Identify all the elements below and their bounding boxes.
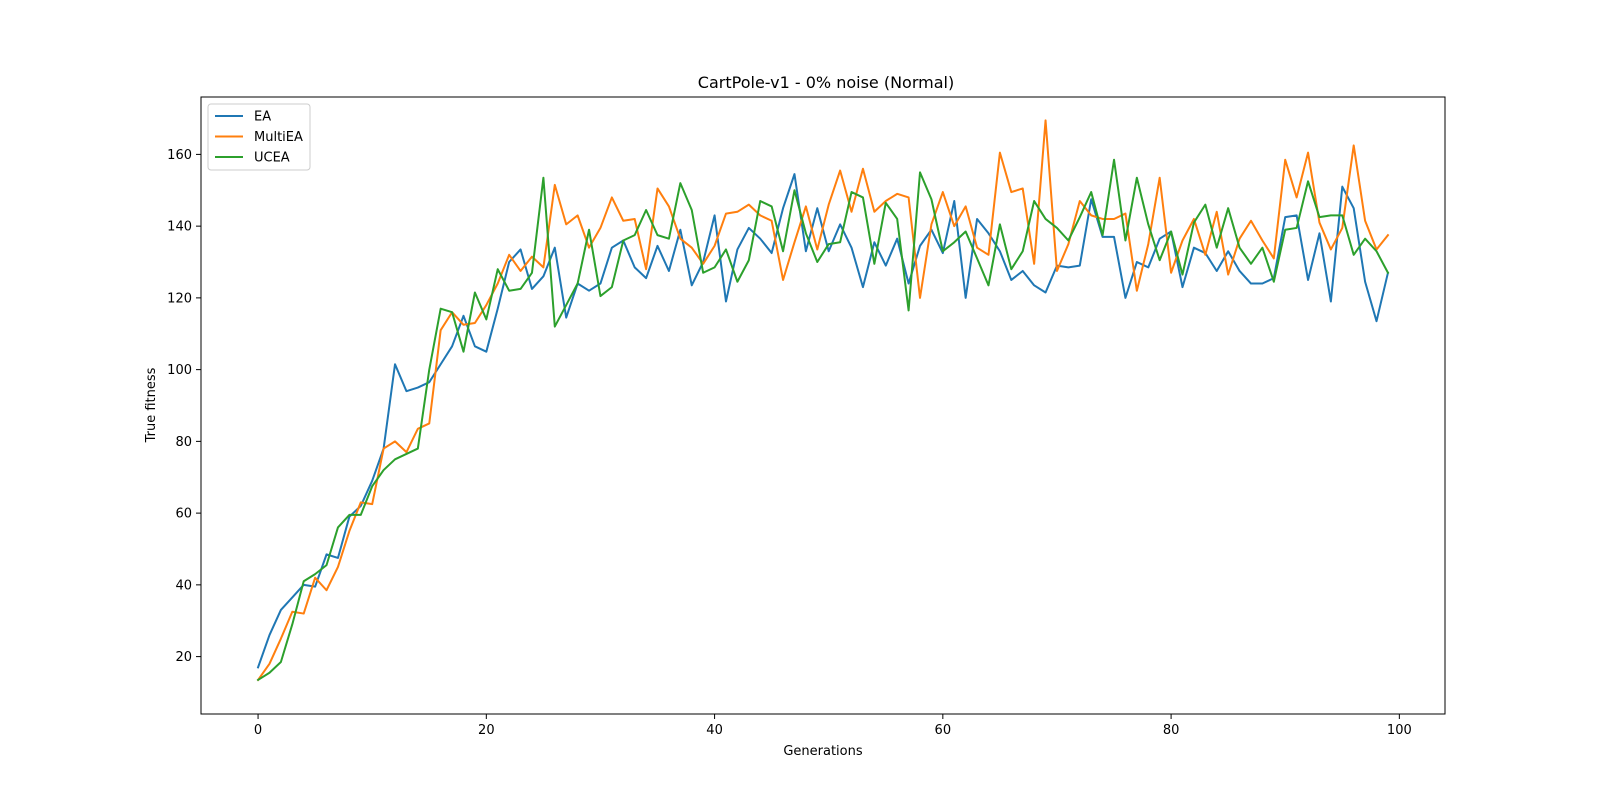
y-axis: 20 40 60 80 100 120 140 160 <box>167 148 201 665</box>
x-axis-label: Generations <box>783 744 863 759</box>
chart-title: CartPole-v1 - 0% noise (Normal) <box>698 73 954 92</box>
legend-box <box>207 103 311 171</box>
legend-item: EA <box>215 110 271 125</box>
y-tick-label: 120 <box>167 291 192 306</box>
y-tick-label: 100 <box>167 363 192 378</box>
legend-label: UCEA <box>254 151 290 166</box>
legend-label: MultiEA <box>254 130 303 145</box>
legend-item: MultiEA <box>215 130 303 145</box>
y-tick-label: 140 <box>167 220 192 235</box>
y-tick-label: 160 <box>167 148 192 163</box>
y-tick-label: 40 <box>175 578 192 593</box>
y-tick-label: 20 <box>175 650 192 665</box>
y-axis-label: True fitness <box>144 367 159 443</box>
y-tick-label: 60 <box>175 507 192 522</box>
y-tick-label: 80 <box>175 435 192 450</box>
series-line-multiea <box>256 119 1390 682</box>
legend-item: UCEA <box>215 151 290 166</box>
legend-label: EA <box>254 110 271 125</box>
series-layer <box>256 119 1390 682</box>
x-tick-label: 80 <box>1163 723 1180 738</box>
x-tick-label: 100 <box>1387 723 1412 738</box>
series-line-ucea <box>256 158 1390 682</box>
x-tick-label: 60 <box>935 723 952 738</box>
plot-frame <box>200 96 1446 715</box>
x-tick-label: 20 <box>478 723 495 738</box>
x-tick-label: 40 <box>706 723 723 738</box>
legend: EA MultiEA UCEA <box>207 103 311 171</box>
x-axis: 0 20 40 60 80 100 <box>254 714 1412 738</box>
x-tick-label: 0 <box>254 723 262 738</box>
